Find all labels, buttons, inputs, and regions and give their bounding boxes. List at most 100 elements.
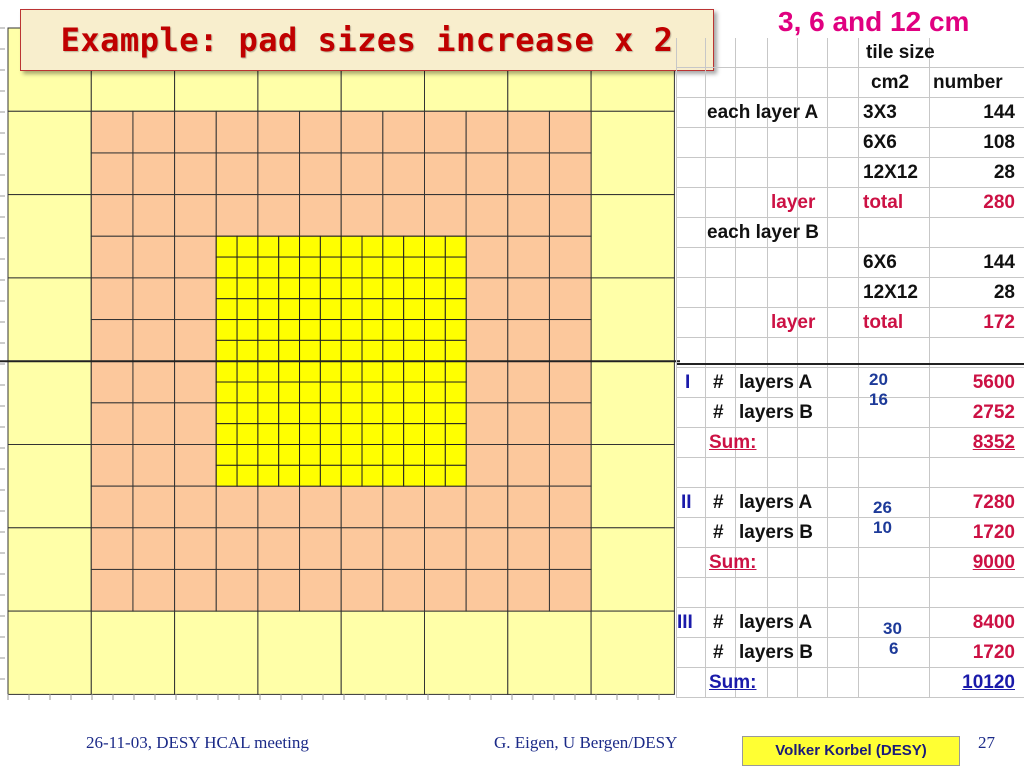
small-pad-tile	[444, 339, 467, 362]
tile-size-cell: 6X6	[863, 252, 897, 273]
small-pad-tile	[215, 319, 238, 341]
small-pad-tile	[215, 360, 238, 383]
small-pad-tile	[382, 339, 405, 362]
sum-value: 10120	[962, 672, 1015, 693]
tile-number-cell: 28	[993, 162, 1015, 183]
small-pad-tile	[444, 402, 467, 425]
small-pad-tile	[236, 423, 259, 445]
medium-pad-tile	[507, 444, 550, 487]
medium-pad-tile	[507, 277, 550, 321]
medium-pad-tile	[132, 319, 176, 362]
medium-pad-tile	[507, 319, 550, 362]
large-pad-tile	[507, 610, 592, 695]
small-pad-tile	[444, 423, 467, 445]
large-pad-tile	[7, 527, 92, 612]
medium-pad-tile	[548, 235, 592, 279]
small-pad-tile	[424, 235, 446, 258]
layer-b-total-value: 172	[983, 312, 1015, 333]
layers-a-value: 8400	[972, 612, 1015, 633]
medium-pad-tile	[507, 360, 550, 404]
table-row: # layers B 2752	[677, 398, 1024, 428]
small-pad-tile	[319, 298, 342, 321]
medium-pad-tile	[424, 110, 467, 154]
medium-pad-tile	[424, 152, 467, 196]
small-pad-tile	[236, 235, 259, 258]
medium-pad-tile	[507, 194, 550, 237]
medium-pad-tile	[174, 360, 217, 404]
small-pad-tile	[340, 402, 363, 425]
small-pad-tile	[444, 256, 467, 279]
medium-pad-tile	[340, 527, 384, 570]
small-pad-tile	[319, 464, 342, 487]
sum-label: Sum:	[709, 552, 757, 573]
small-pad-tile	[278, 319, 301, 341]
small-pad-tile	[215, 298, 238, 321]
medium-pad-tile	[132, 194, 176, 237]
large-pad-tile	[7, 194, 92, 279]
small-pad-tile	[382, 402, 405, 425]
medium-pad-tile	[382, 152, 426, 196]
small-pad-tile	[236, 360, 259, 383]
slide-title-text: Example: pad sizes increase x 2	[60, 21, 674, 59]
small-pad-tile	[215, 402, 238, 425]
medium-pad-tile	[299, 194, 342, 237]
tile-size-cell: 6X6	[863, 132, 897, 153]
small-pad-tile	[403, 235, 425, 258]
medium-pad-tile	[257, 568, 301, 612]
small-pad-tile	[340, 256, 363, 279]
small-pad-tile	[403, 402, 425, 425]
tile-count-table: tile size cm2 number each layer A 3X3 14…	[676, 38, 1024, 698]
small-pad-tile	[403, 360, 425, 383]
medium-pad-tile	[382, 568, 426, 612]
table-row: Sum: 9000	[677, 548, 1024, 578]
small-pad-tile	[444, 444, 467, 466]
small-pad-tile	[236, 298, 259, 321]
table-row: Sum: 8352	[677, 428, 1024, 458]
layers-a-value: 5600	[972, 372, 1015, 393]
medium-pad-tile	[174, 402, 217, 446]
small-pad-tile	[278, 235, 301, 258]
small-pad-tile	[236, 256, 259, 279]
section-divider	[677, 363, 1024, 365]
small-pad-tile	[299, 235, 321, 258]
medium-pad-tile	[90, 444, 134, 487]
small-pad-tile	[236, 277, 259, 300]
small-pad-tile	[278, 277, 301, 300]
small-pad-tile	[215, 339, 238, 362]
table-row: 6X6 108	[677, 128, 1024, 158]
small-pad-tile	[361, 319, 384, 341]
small-pad-tile	[257, 235, 280, 258]
speaker-label: Volker Korbel (DESY)	[742, 736, 960, 766]
small-pad-tile	[299, 339, 321, 362]
small-pad-tile	[236, 319, 259, 341]
medium-pad-tile	[548, 319, 592, 362]
small-pad-tile	[257, 256, 280, 279]
small-pad-tile	[278, 381, 301, 404]
small-pad-tile	[424, 277, 446, 300]
large-pad-tile	[7, 444, 92, 529]
small-pad-tile	[299, 277, 321, 300]
medium-pad-tile	[132, 527, 176, 570]
tile-size-cell: 12X12	[863, 162, 918, 183]
column-line	[797, 38, 798, 698]
small-pad-tile	[319, 277, 342, 300]
layer-count-note: 26 10	[873, 498, 892, 537]
small-pad-tile	[299, 464, 321, 487]
small-pad-tile	[403, 319, 425, 341]
medium-pad-tile	[215, 110, 259, 154]
small-pad-tile	[257, 423, 280, 445]
large-pad-tile	[7, 277, 92, 362]
sum-label: Sum:	[709, 432, 757, 453]
medium-pad-tile	[215, 568, 259, 612]
table-row: 12X12 28	[677, 278, 1024, 308]
large-pad-tile	[590, 194, 675, 279]
small-pad-tile	[444, 381, 467, 404]
layers-b-value: 2752	[972, 402, 1015, 423]
layers-a-value: 7280	[972, 492, 1015, 513]
small-pad-tile	[319, 319, 342, 341]
small-pad-tile	[215, 235, 238, 258]
section-b-label: each layer B	[707, 222, 819, 243]
medium-pad-tile	[548, 444, 592, 487]
small-pad-tile	[403, 464, 425, 487]
medium-pad-tile	[174, 277, 217, 321]
